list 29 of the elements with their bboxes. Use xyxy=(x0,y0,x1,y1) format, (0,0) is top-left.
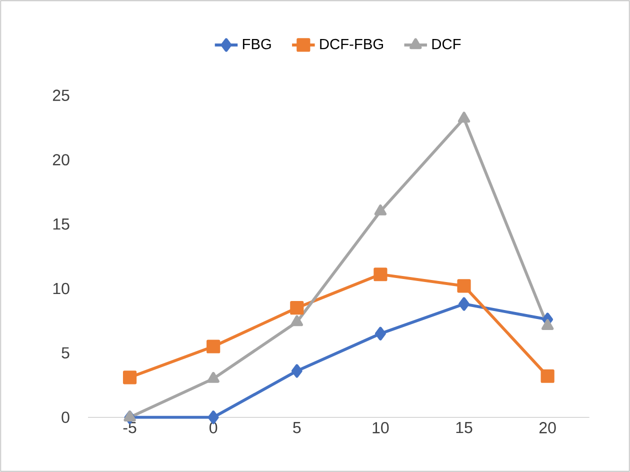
y-tick-label: 5 xyxy=(62,347,70,359)
y-tick-label: 10 xyxy=(53,282,70,294)
point xyxy=(458,112,470,123)
point xyxy=(541,319,554,330)
x-tick-label: 10 xyxy=(372,422,389,434)
x-tick-label: 5 xyxy=(293,422,301,434)
legend-label: DCF xyxy=(432,38,461,50)
point xyxy=(540,369,554,383)
point xyxy=(208,410,219,424)
y-tick-label: 0 xyxy=(62,412,70,423)
point xyxy=(206,340,220,354)
point xyxy=(374,268,388,282)
x-tick-label: 20 xyxy=(539,422,556,434)
point xyxy=(290,315,303,326)
point xyxy=(207,372,220,383)
point xyxy=(290,301,304,315)
point xyxy=(457,279,471,293)
y-tick-label: 25 xyxy=(52,90,70,101)
point xyxy=(374,326,386,340)
point xyxy=(374,204,387,216)
point xyxy=(124,410,136,422)
y-tick-label: 15 xyxy=(53,218,70,230)
legend-label: FBG xyxy=(242,38,271,50)
point xyxy=(458,297,470,311)
legend-label: DCF-FBG xyxy=(320,38,384,50)
y-tick-label: 20 xyxy=(52,154,70,166)
point xyxy=(122,370,137,384)
x-tick-label: 15 xyxy=(456,422,472,434)
point xyxy=(291,364,302,378)
